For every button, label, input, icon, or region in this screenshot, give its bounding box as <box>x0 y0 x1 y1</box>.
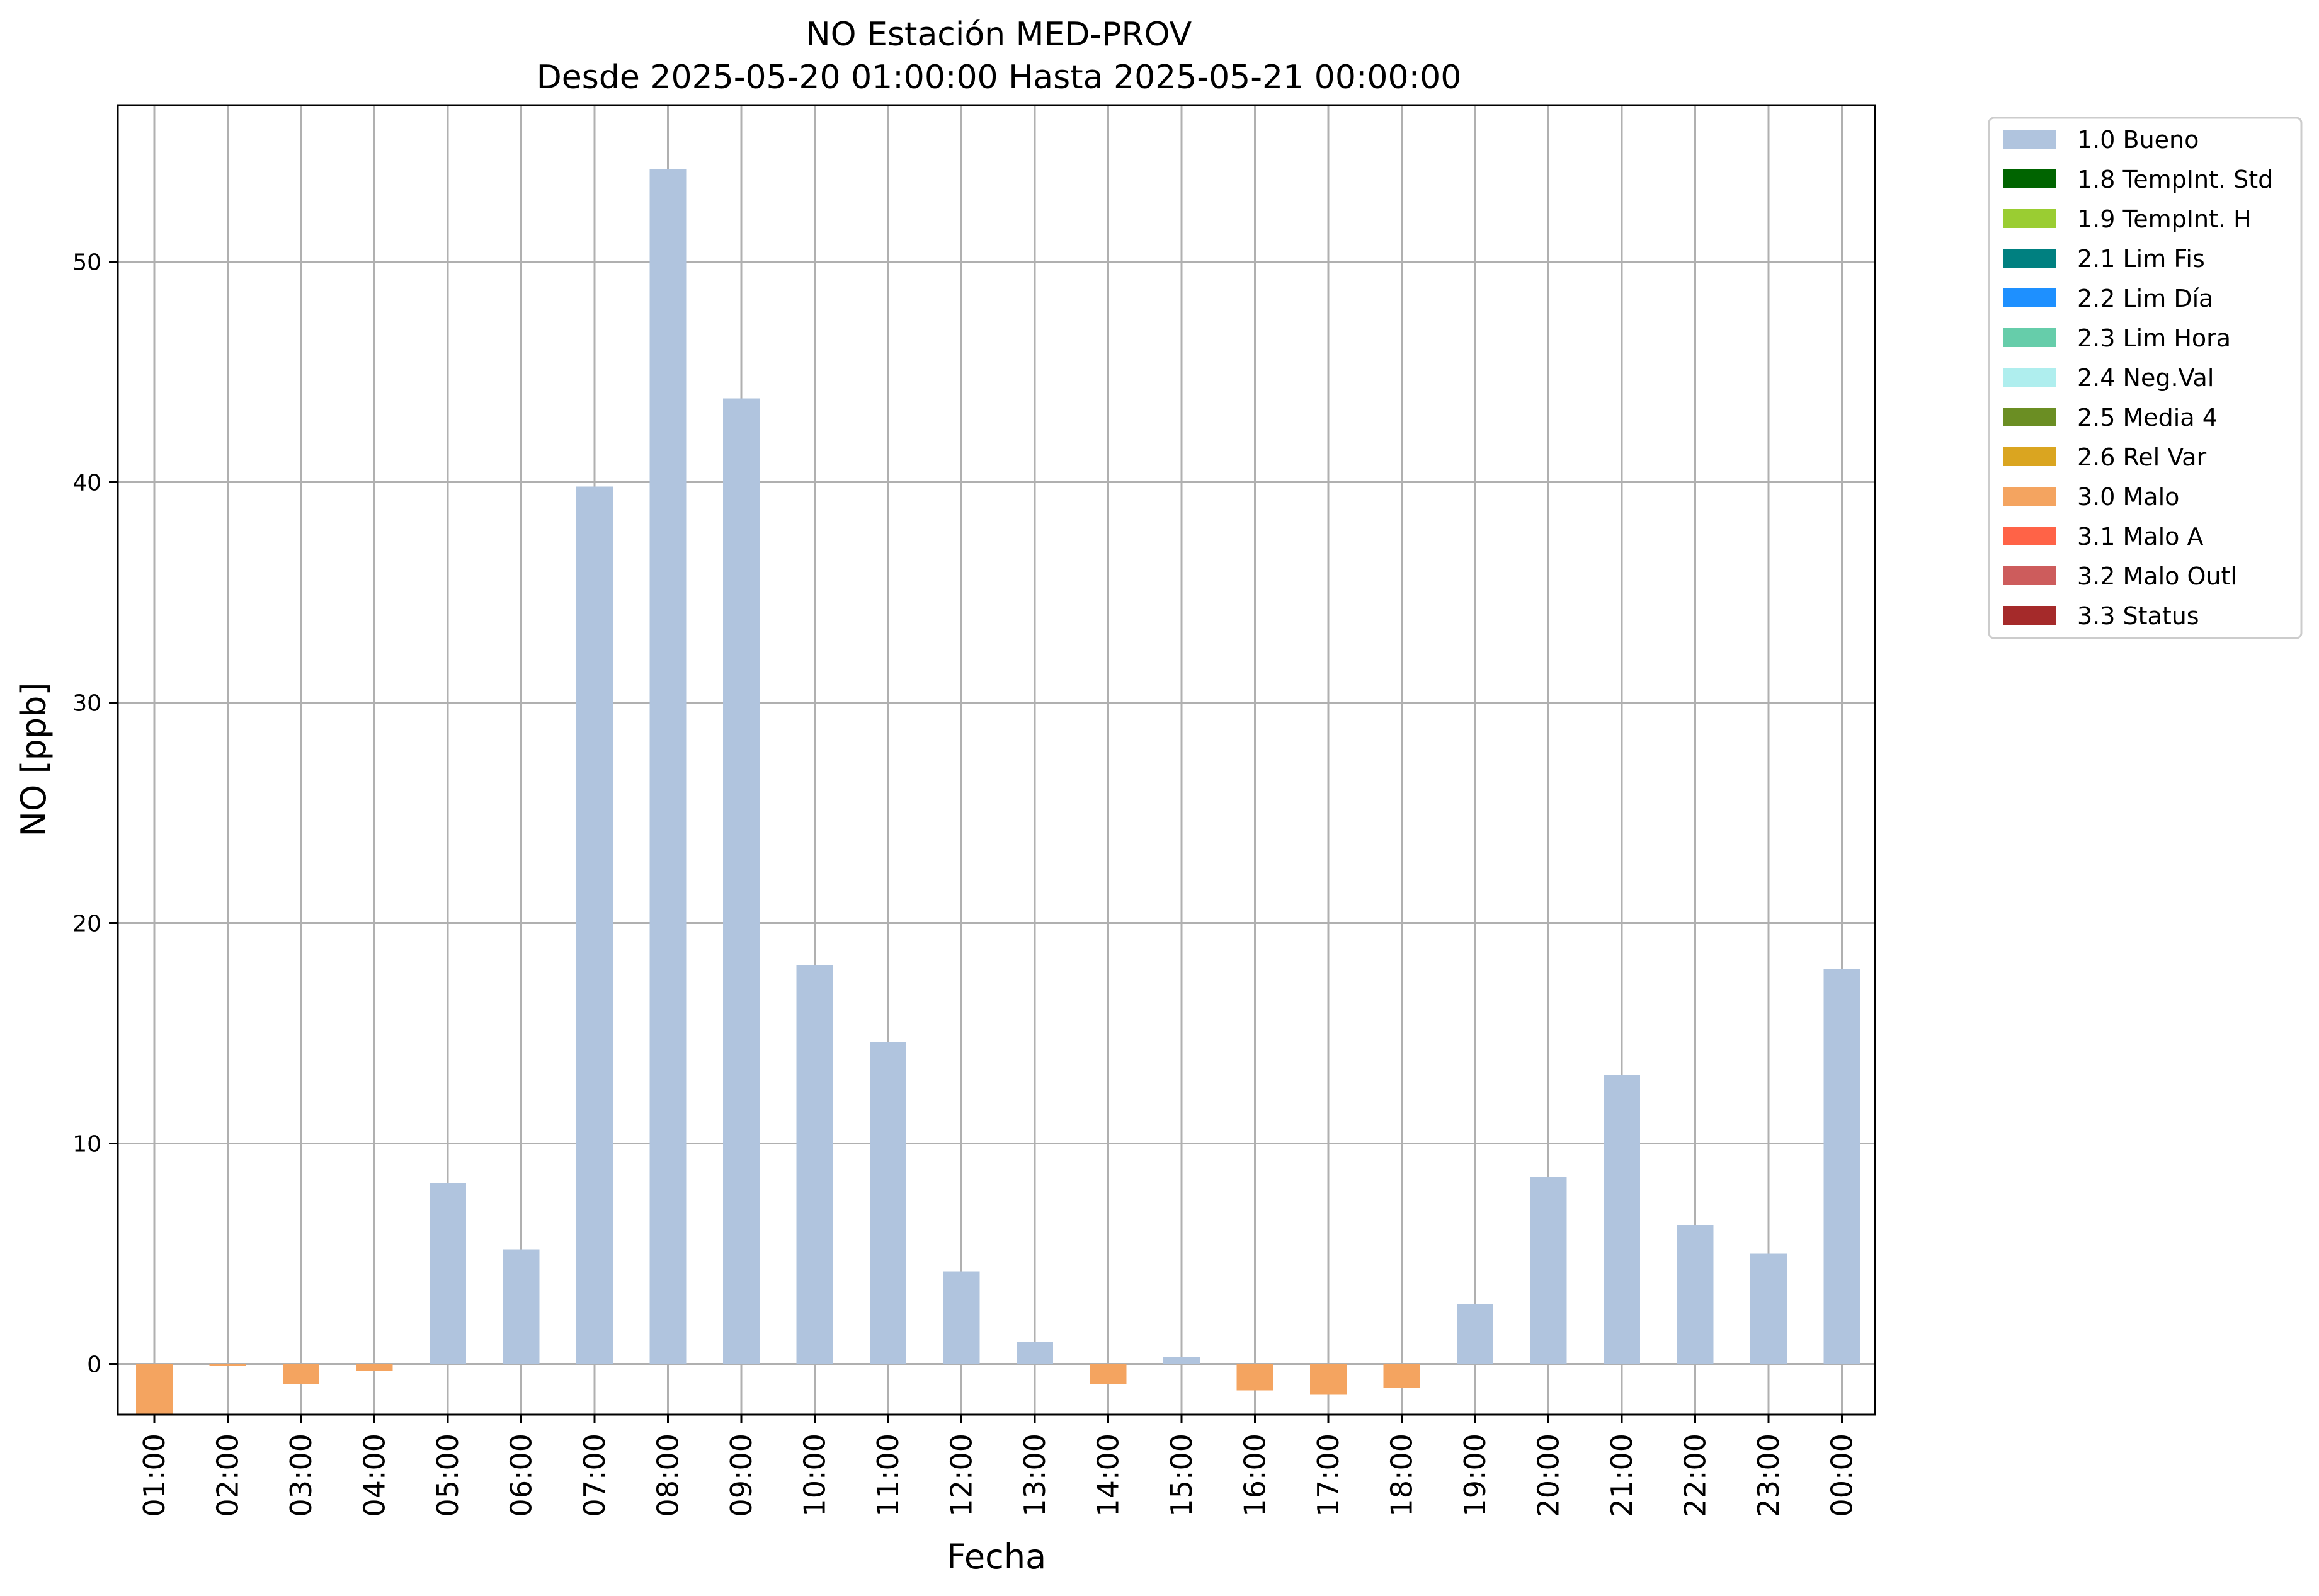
legend-entry: 3.1 Malo A <box>2077 523 2203 550</box>
bar-0000 <box>1823 969 1860 1364</box>
y-tick-label: 20 <box>72 911 101 937</box>
legend-swatch <box>2003 606 2056 625</box>
bar-0300 <box>283 1364 319 1384</box>
bar-1900 <box>1457 1304 1493 1364</box>
x-tick-label: 09:00 <box>724 1434 758 1517</box>
x-tick-label: 14:00 <box>1091 1434 1125 1517</box>
bar-2100 <box>1604 1075 1640 1364</box>
x-tick-label: 01:00 <box>137 1434 171 1517</box>
x-tick-label: 06:00 <box>504 1434 538 1517</box>
x-axis: 01:00 02:00 03:00 04:00 05:00 06:00 07:00 08:00… <box>137 1415 1859 1517</box>
legend-swatch <box>2003 130 2056 149</box>
x-tick-label: 20:00 <box>1532 1434 1566 1517</box>
x-tick-label: 10:00 <box>798 1434 832 1517</box>
x-tick-label: 00:00 <box>1825 1434 1859 1517</box>
bar-2000 <box>1530 1177 1567 1364</box>
bar-0200 <box>209 1364 246 1366</box>
legend-entry: 3.0 Malo <box>2077 483 2179 511</box>
bar-1400 <box>1090 1364 1127 1384</box>
legend-entry: 1.8 TempInt. Std <box>2077 166 2273 193</box>
x-tick-label: 23:00 <box>1752 1434 1786 1517</box>
x-tick-label: 15:00 <box>1165 1434 1199 1517</box>
y-axis-label: NO [ppb] <box>14 682 54 836</box>
x-tick-label: 02:00 <box>211 1434 245 1517</box>
legend-entry: 2.6 Rel Var <box>2077 443 2207 471</box>
legend-entry: 2.5 Media 4 <box>2077 404 2218 431</box>
bar-2300 <box>1750 1253 1787 1364</box>
legend-swatch <box>2003 249 2056 268</box>
legend-frame <box>1988 117 2303 639</box>
x-tick-label: 16:00 <box>1238 1434 1272 1517</box>
x-tick-label: 21:00 <box>1605 1434 1639 1517</box>
bar-1000 <box>796 965 833 1364</box>
bar-1700 <box>1310 1364 1347 1395</box>
y-tick-label: 50 <box>72 250 101 276</box>
x-tick-label: 08:00 <box>651 1434 685 1517</box>
legend-entry: 3.3 Status <box>2077 602 2199 630</box>
bar-1100 <box>870 1042 906 1364</box>
legend-swatch <box>2003 447 2056 466</box>
legend-swatch <box>2003 368 2056 387</box>
x-tick-label: 17:00 <box>1311 1434 1345 1517</box>
legend-swatch <box>2003 527 2056 545</box>
chart-title: NO Estación MED-PROV <box>806 16 1192 54</box>
y-tick-label: 40 <box>72 470 101 496</box>
bar-0700 <box>576 486 613 1364</box>
legend: 1.0 Bueno 1.8 TempInt. Std 1.9 TempInt. H 2… <box>1988 117 2303 639</box>
bar-0600 <box>503 1249 540 1364</box>
x-tick-label: 07:00 <box>578 1434 612 1517</box>
x-tick-label: 12:00 <box>945 1434 979 1517</box>
x-tick-label: 05:00 <box>431 1434 465 1517</box>
legend-entry: 3.2 Malo Outl <box>2077 562 2237 590</box>
chart-subtitle: Desde 2025-05-20 01:00:00 Hasta 2025-05-… <box>537 59 1462 96</box>
bar-1200 <box>943 1271 980 1364</box>
y-tick-label: 10 <box>72 1132 101 1158</box>
legend-swatch <box>2003 328 2056 347</box>
bar-0800 <box>649 169 687 1364</box>
legend-entry: 2.2 Lim Día <box>2077 285 2213 312</box>
legend-entry: 1.0 Bueno <box>2077 126 2199 154</box>
y-tick-label: 30 <box>72 691 101 717</box>
plot-frame <box>117 104 1876 1416</box>
bar-1600 <box>1236 1364 1273 1391</box>
bars <box>136 169 1860 1415</box>
x-axis-label: Fecha <box>947 1537 1046 1576</box>
legend-entry: 2.3 Lim Hora <box>2077 324 2231 352</box>
legend-entry: 1.9 TempInt. H <box>2077 205 2252 233</box>
y-tick-label: 0 <box>87 1352 101 1378</box>
x-tick-label: 18:00 <box>1385 1434 1419 1517</box>
bar-2200 <box>1677 1225 1714 1364</box>
legend-swatch <box>2003 487 2056 506</box>
legend-entry: 2.1 Lim Fis <box>2077 245 2205 273</box>
legend-swatch <box>2003 169 2056 188</box>
x-tick-label: 03:00 <box>284 1434 318 1517</box>
legend-swatch <box>2003 288 2056 307</box>
legend-entry: 2.4 Neg.Val <box>2077 364 2214 392</box>
y-axis: 0 10 20 30 40 50 <box>72 250 118 1378</box>
bar-1800 <box>1383 1364 1420 1388</box>
legend-swatch <box>2003 566 2056 585</box>
legend-swatch <box>2003 209 2056 228</box>
legend-swatch <box>2003 408 2056 426</box>
x-tick-label: 11:00 <box>871 1434 905 1517</box>
x-tick-label: 04:00 <box>358 1434 392 1517</box>
bar-1300 <box>1017 1342 1053 1364</box>
bar-1500 <box>1163 1357 1200 1364</box>
bar-0400 <box>356 1364 393 1371</box>
bar-0100 <box>136 1364 173 1415</box>
x-tick-label: 22:00 <box>1678 1434 1712 1517</box>
bar-0500 <box>430 1183 466 1364</box>
x-tick-label: 19:00 <box>1458 1434 1492 1517</box>
bar-0900 <box>723 398 760 1364</box>
x-tick-label: 13:00 <box>1018 1434 1052 1517</box>
